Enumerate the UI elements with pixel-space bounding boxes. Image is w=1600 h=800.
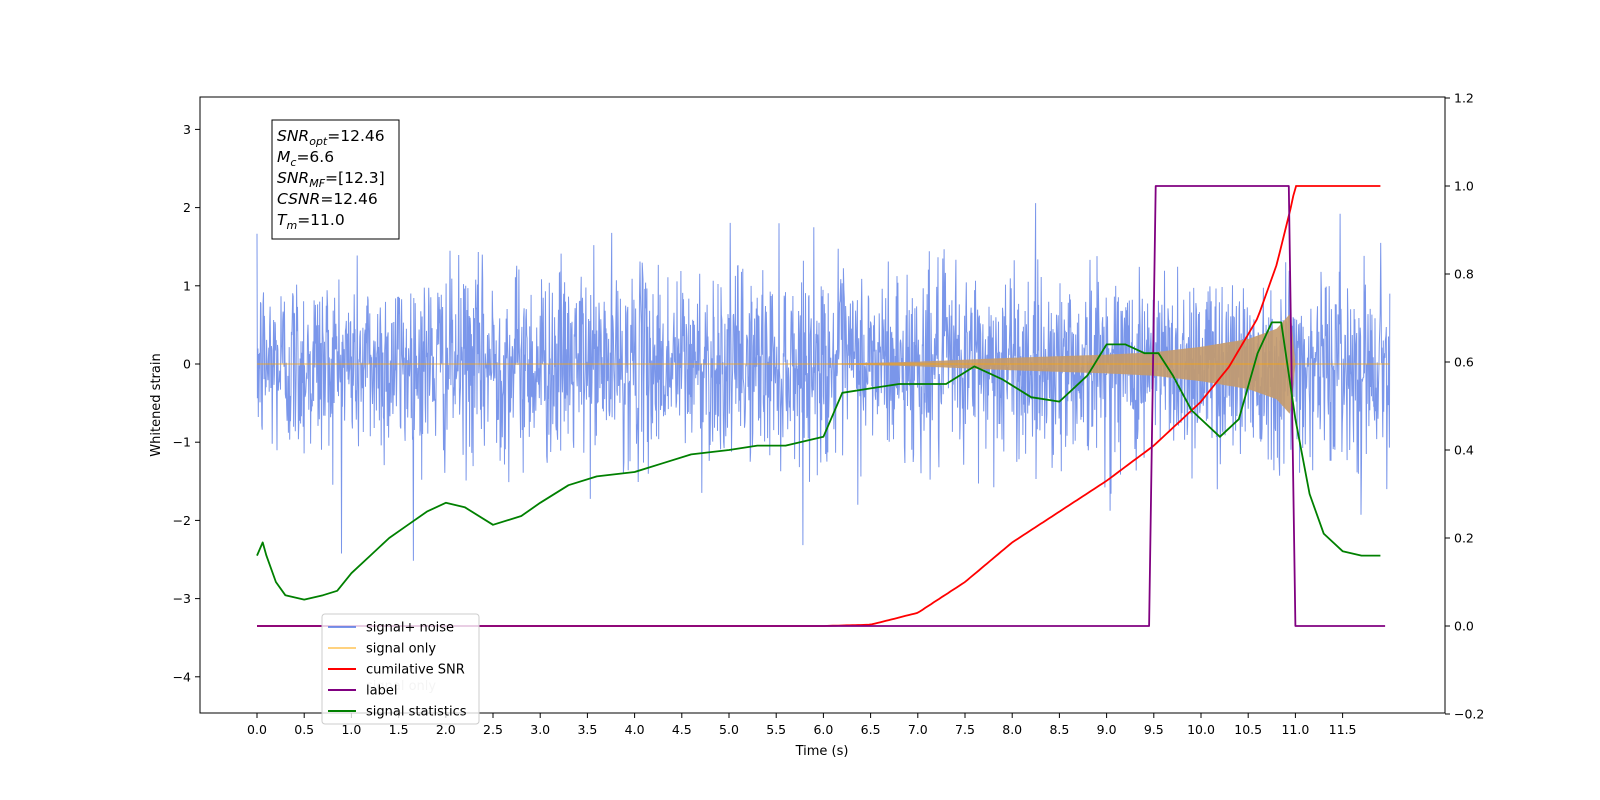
y2-tick-label: 0.0 xyxy=(1454,619,1474,634)
x-tick-label: 2.5 xyxy=(483,722,503,737)
x-tick-label: 9.0 xyxy=(1097,722,1117,737)
x-tick-label: 2.0 xyxy=(436,722,456,737)
y-tick-label: 3 xyxy=(183,122,191,137)
y2-tick-label: 0.6 xyxy=(1454,355,1474,370)
annotation-line: Mc=6.6 xyxy=(277,148,334,169)
y2-tick-label: 0.4 xyxy=(1454,443,1474,458)
annotation-line: Tm=11.0 xyxy=(277,211,345,232)
y-axis-label: Whitened strain xyxy=(149,353,164,456)
y2-tick-label: 0.8 xyxy=(1454,267,1474,282)
legend-frame xyxy=(321,613,480,725)
y-axis-right: −0.2 0.0 0.2 0.4 0.6 0.8 1.0 1.2 xyxy=(1445,91,1484,722)
annotation-line: SNRMF=[12.3] xyxy=(277,169,385,190)
y2-tick-label: 1.0 xyxy=(1454,179,1474,194)
annotation-frame xyxy=(271,119,400,240)
x-tick-label: 10.0 xyxy=(1187,722,1215,737)
y-tick-label: −1 xyxy=(173,435,191,450)
x-tick-label: 6.0 xyxy=(813,722,833,737)
legend-label: cumilative SNR xyxy=(366,663,465,678)
x-tick-label: 9.5 xyxy=(1144,722,1164,737)
y-tick-label: 0 xyxy=(183,357,191,372)
x-tick-label: 0.5 xyxy=(294,722,314,737)
x-tick-label: 11.5 xyxy=(1329,722,1357,737)
x-tick-label: 7.5 xyxy=(955,722,975,737)
y-tick-label: −3 xyxy=(173,591,191,606)
plot-area xyxy=(256,185,1391,627)
x-tick-label: 11.0 xyxy=(1281,722,1309,737)
annotation-box: SNRopt=12.46Mc=6.6SNRMF=[12.3]CSNR=12.46… xyxy=(271,119,400,240)
y2-tick-label: 1.2 xyxy=(1454,91,1474,106)
x-tick-label: 10.5 xyxy=(1234,722,1262,737)
x-tick-label: 1.5 xyxy=(389,722,409,737)
x-tick-label: 8.0 xyxy=(1002,722,1022,737)
x-axis-label: Time (s) xyxy=(795,744,849,759)
x-tick-label: 3.5 xyxy=(577,722,597,737)
y2-tick-label: −0.2 xyxy=(1454,707,1484,722)
x-tick-label: 7.0 xyxy=(908,722,928,737)
x-tick-label: 1.0 xyxy=(341,722,361,737)
series-label xyxy=(257,185,1386,627)
y-axis-left: −4 −3 −2 −1 0 1 2 3 xyxy=(173,122,200,684)
series-signal-statistics xyxy=(256,321,1381,601)
y-tick-label: 1 xyxy=(183,278,191,293)
x-tick-label: 8.5 xyxy=(1049,722,1069,737)
annotation-line: CSNR=12.46 xyxy=(277,190,378,208)
x-axis: 0.0 0.5 1.0 1.5 2.0 2.5 3.0 3.5 4.0 4.5 5.0 5.5 6.0 6… xyxy=(247,713,1357,737)
annotation-line: SNRopt=12.46 xyxy=(277,127,385,148)
x-tick-label: 0.0 xyxy=(247,722,267,737)
y-tick-label: −4 xyxy=(173,669,191,684)
y-tick-label: 2 xyxy=(183,200,191,215)
legend-label: signal only xyxy=(366,642,436,657)
x-tick-label: 3.0 xyxy=(530,722,550,737)
legend-label: label xyxy=(366,684,397,699)
x-tick-label: 4.5 xyxy=(672,722,692,737)
legend-label: signal statistics xyxy=(366,705,467,720)
x-tick-label: 4.0 xyxy=(625,722,645,737)
plot-frame xyxy=(199,96,1446,714)
x-tick-label: 5.5 xyxy=(766,722,786,737)
y2-tick-label: 0.2 xyxy=(1454,531,1474,546)
y-tick-label: −2 xyxy=(173,513,191,528)
x-tick-label: 5.0 xyxy=(719,722,739,737)
x-tick-label: 6.5 xyxy=(861,722,881,737)
legend-label: signal+ noise xyxy=(366,621,454,636)
